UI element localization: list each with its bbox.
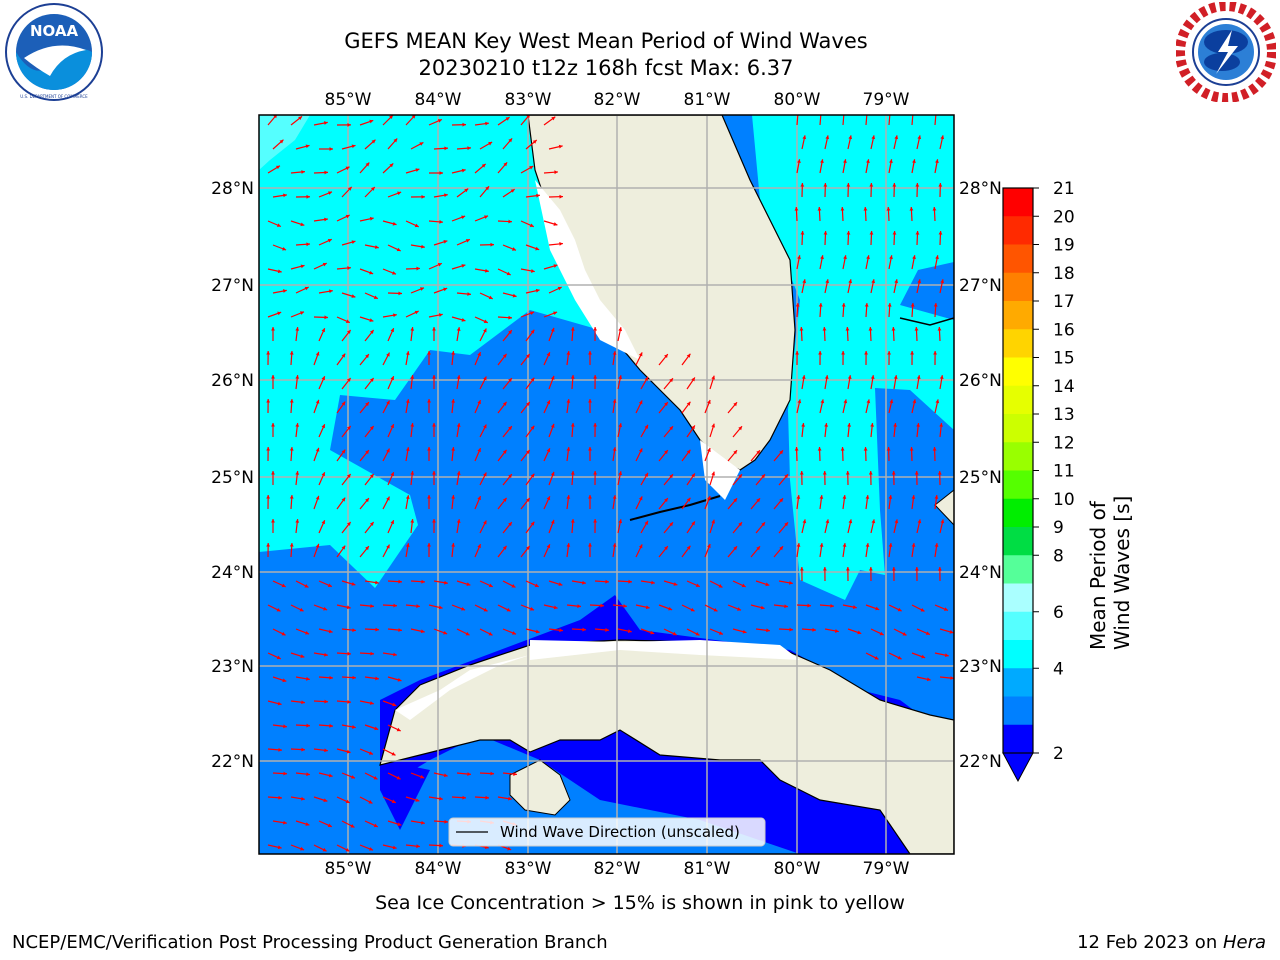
lon-label: 80°W — [774, 859, 821, 879]
colorbar-tick-label: 12 — [1053, 433, 1075, 453]
lat-label-right: 25°N — [959, 468, 1002, 488]
colorbar-segment — [1003, 357, 1033, 387]
nws-logo-icon — [1176, 2, 1276, 102]
lat-label-left: 27°N — [211, 276, 254, 296]
lat-label-left: 26°N — [211, 371, 254, 391]
colorbar-tick-label: 20 — [1053, 207, 1075, 227]
colorbar-tick-label: 9 — [1053, 518, 1064, 538]
colorbar-tick-label: 11 — [1053, 462, 1075, 482]
lon-label: 85°W — [325, 90, 372, 110]
svg-text:U.S. DEPARTMENT OF COMMERCE: U.S. DEPARTMENT OF COMMERCE — [20, 94, 88, 99]
credit-branch: NCEP/EMC/Verification Post Processing Pr… — [12, 932, 608, 953]
colorbar-segment — [1003, 555, 1033, 584]
colorbar-segment — [1003, 385, 1033, 415]
lon-label: 79°W — [863, 90, 910, 110]
colorbar-tick-label: 17 — [1053, 292, 1075, 312]
noaa-logo-text: NOAA — [30, 22, 79, 40]
lon-label: 83°W — [505, 90, 552, 110]
colorbar-segment — [1003, 442, 1033, 471]
lat-label-right: 26°N — [959, 371, 1002, 391]
colorbar-tick-label: 2 — [1053, 744, 1064, 764]
colorbar-tick-label: 16 — [1053, 320, 1075, 340]
lon-label: 82°W — [594, 90, 641, 110]
colorbar-segment — [1003, 527, 1033, 556]
map-border — [258, 114, 955, 855]
lat-label-left: 23°N — [211, 657, 254, 677]
colorbar-segment — [1003, 470, 1033, 500]
colorbar-segment — [1003, 696, 1033, 726]
chart-subtitle: 20230210 t12z 168h fcst Max: 6.37 — [418, 56, 794, 80]
credit-host: Hera — [1222, 932, 1266, 953]
colorbar-segment — [1003, 301, 1033, 330]
colorbar-segment — [1003, 611, 1033, 641]
credit-date-text: 12 Feb 2023 on — [1077, 932, 1223, 953]
wind-wave-arrows — [266, 115, 954, 852]
colorbar-tick-label: 18 — [1053, 264, 1075, 284]
colorbar-segment — [1003, 583, 1033, 613]
colorbar-label: Mean Period of Wind Waves [s] — [1086, 495, 1134, 650]
lon-label: 83°W — [505, 859, 552, 879]
colorbar: 21 20 19 18 17 16 15 14 13 12 11 10 9 8 6 4 2 — [1002, 179, 1075, 783]
sea-ice-note: Sea Ice Concentration > 15% is shown in … — [375, 892, 905, 914]
lat-label-left: 22°N — [211, 752, 254, 772]
lat-label-right: 22°N — [959, 752, 1002, 772]
colorbar-tick-label: 10 — [1053, 490, 1075, 510]
colorbar-tick-label: 14 — [1053, 377, 1075, 397]
lon-label: 81°W — [684, 859, 731, 879]
chart-title: GEFS MEAN Key West Mean Period of Wind W… — [344, 29, 868, 53]
map-legend: Wind Wave Direction (unscaled) — [448, 817, 766, 847]
colorbar-tick-label: 8 — [1053, 546, 1064, 566]
colorbar-segment — [1003, 414, 1033, 443]
lon-label: 85°W — [325, 859, 372, 879]
lat-label-left: 24°N — [211, 563, 254, 583]
colorbar-segment — [1003, 498, 1033, 528]
colorbar-tick-label: 21 — [1053, 179, 1075, 199]
legend-label: Wind Wave Direction (unscaled) — [500, 823, 740, 841]
lon-label: 80°W — [774, 90, 821, 110]
colorbar-tick-label: 13 — [1053, 405, 1075, 425]
colorbar-segment — [1003, 329, 1033, 358]
lon-label: 81°W — [684, 90, 731, 110]
colorbar-segment — [1003, 216, 1033, 245]
lat-label-right: 27°N — [959, 276, 1002, 296]
lat-label-right: 24°N — [959, 563, 1002, 583]
lat-label-left: 28°N — [211, 179, 254, 199]
colorbar-extend-arrow — [1002, 752, 1034, 783]
lon-label: 84°W — [415, 859, 462, 879]
lat-label-right: 23°N — [959, 657, 1002, 677]
isla-juventud — [509, 759, 571, 816]
noaa-logo-icon: NOAA U.S. DEPARTMENT OF COMMERCE — [5, 3, 103, 101]
colorbar-tick-label: 15 — [1053, 349, 1075, 369]
florida-keys — [629, 495, 721, 521]
colorbar-segment — [1003, 188, 1033, 217]
graticule — [259, 115, 954, 854]
lat-label-right: 28°N — [959, 179, 1002, 199]
lon-label: 79°W — [863, 859, 910, 879]
colorbar-tick-label: 4 — [1053, 659, 1064, 679]
map-frame — [259, 115, 954, 854]
colorbar-segment — [1003, 244, 1033, 274]
credit-date: 12 Feb 2023 on Hera — [1077, 932, 1266, 953]
colorbar-segment — [1003, 640, 1033, 669]
lon-label: 82°W — [594, 859, 641, 879]
colorbar-segment — [1003, 668, 1033, 697]
lat-label-left: 25°N — [211, 468, 254, 488]
colorbar-tick-label: 19 — [1053, 236, 1075, 256]
lon-label: 84°W — [415, 90, 462, 110]
ocean-field-4-6-gulf — [259, 115, 600, 588]
colorbar-segment — [1003, 724, 1033, 754]
colorbar-segment — [1003, 272, 1033, 302]
colorbar-tick-label: 6 — [1053, 603, 1064, 623]
